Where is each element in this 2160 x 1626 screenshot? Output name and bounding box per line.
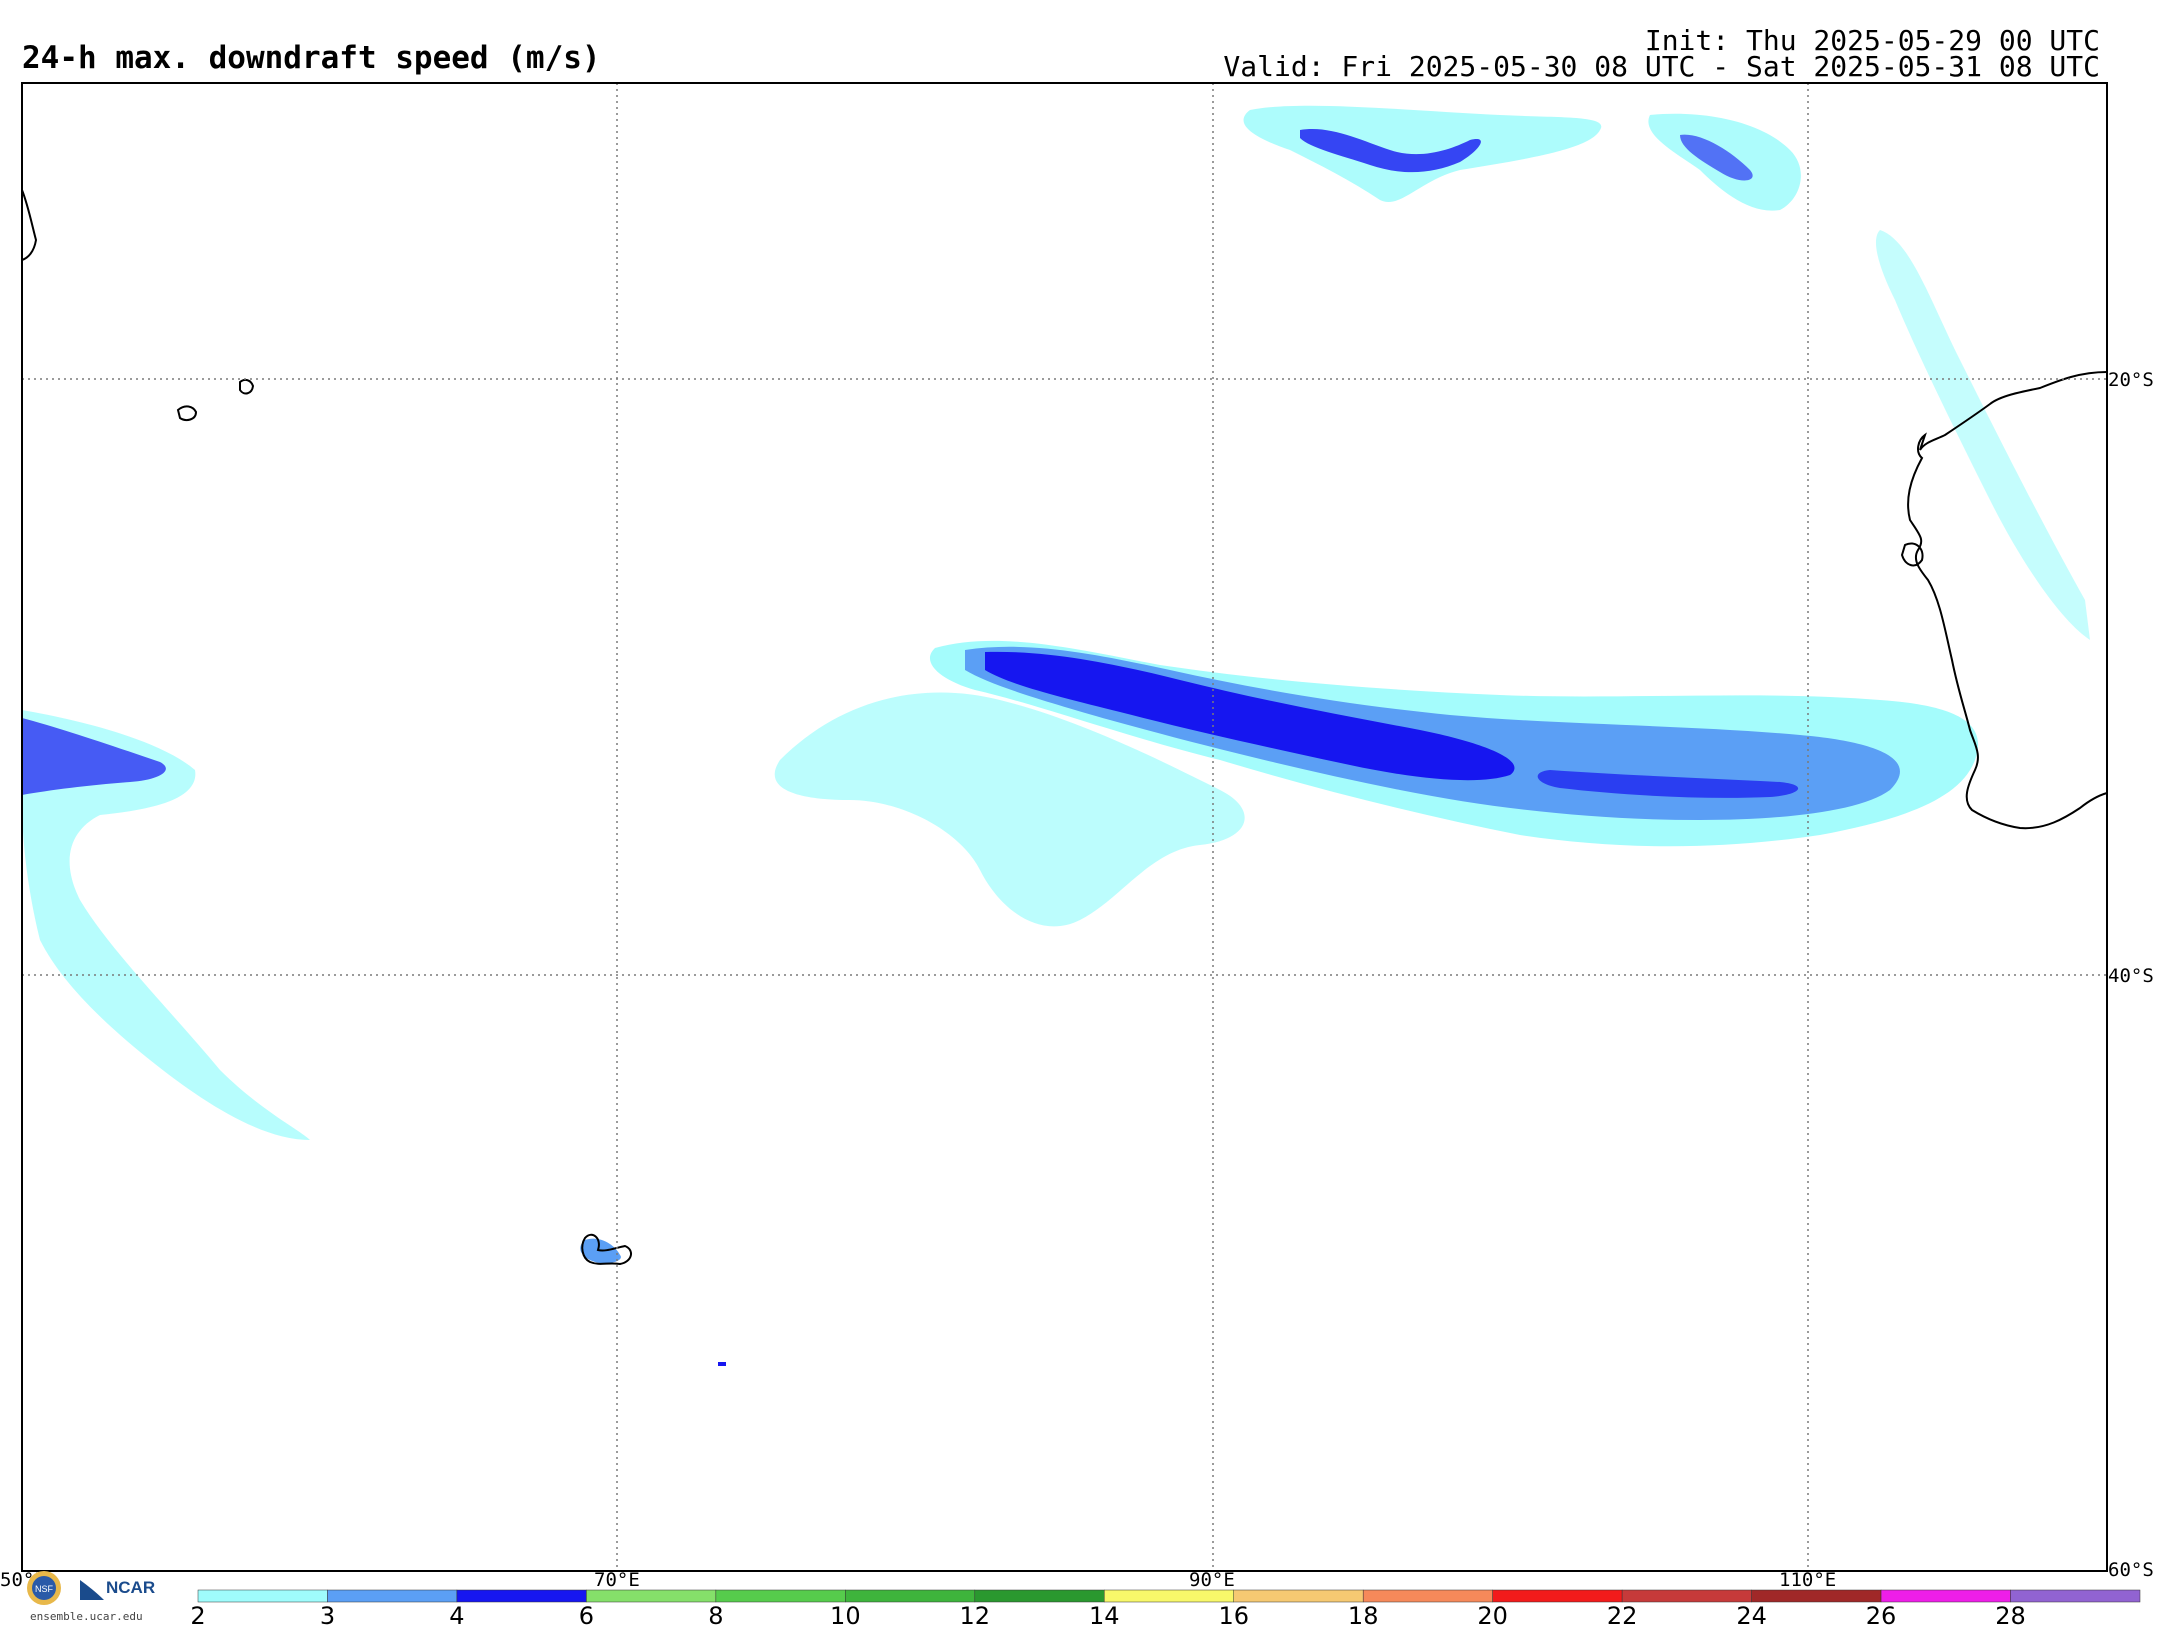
- colorbar-tick-label: 10: [830, 1602, 861, 1626]
- colorbar-swatch: [1622, 1590, 1751, 1602]
- colorbar-tick-label: 3: [320, 1602, 335, 1626]
- coast-madagascar: [22, 190, 36, 260]
- colorbar-tick-label: 12: [960, 1602, 991, 1626]
- colorbar-swatch: [845, 1590, 974, 1602]
- colorbar-tick-label: 8: [708, 1602, 723, 1626]
- logo-area: NSF NCAR ensemble.ucar.edu: [22, 1568, 172, 1626]
- lat-label-40s: 40°S: [2108, 965, 2154, 987]
- colorbar-tick-label: 16: [1218, 1602, 1249, 1626]
- colorbar-tick-label: 4: [449, 1602, 464, 1626]
- nsf-logo: NSF: [24, 1568, 84, 1608]
- colorbar-swatch: [1363, 1590, 1492, 1602]
- lat-label-20s: 20°S: [2108, 369, 2154, 391]
- colorbar-tick-label: 2: [190, 1602, 205, 1626]
- ncar-logo-text: NCAR: [106, 1578, 155, 1598]
- colorbar-swatch: [198, 1590, 327, 1602]
- lon-label-70e: 70°E: [594, 1569, 640, 1591]
- lat-label-60s: 60°S: [2108, 1559, 2154, 1581]
- colorbar-swatch: [1104, 1590, 1233, 1602]
- downdraft-field: [22, 106, 2090, 1366]
- coast-mauritius: [178, 406, 196, 420]
- convection-coast: [1876, 230, 2090, 640]
- colorbar-swatch: [457, 1590, 586, 1602]
- convection-north: [1244, 106, 1602, 202]
- coast-reunion: [240, 380, 253, 394]
- colorbar-tick-label: 28: [1995, 1602, 2026, 1626]
- colorbar-swatch: [1493, 1590, 1622, 1602]
- colorbar-swatch: [716, 1590, 845, 1602]
- colorbar-swatch: [586, 1590, 715, 1602]
- colorbar-tick-label: 20: [1477, 1602, 1508, 1626]
- colorbar-swatch: [1881, 1590, 2010, 1602]
- colorbar: 2 3 4 6 8 10 12 14 16 18 20 22 24 26 28: [190, 1590, 2140, 1626]
- colorbar-tick-label: 22: [1607, 1602, 1638, 1626]
- colorbar-tick-label: 24: [1736, 1602, 1767, 1626]
- colorbar-swatch: [1752, 1590, 1881, 1602]
- colorbar-swatch: [327, 1590, 456, 1602]
- colorbar-tick-label: 6: [579, 1602, 594, 1626]
- logo-url: ensemble.ucar.edu: [30, 1610, 143, 1623]
- colorbar-swatch: [975, 1590, 1104, 1602]
- colorbar-swatch: [1234, 1590, 1363, 1602]
- colorbar-tick-label: 26: [1866, 1602, 1897, 1626]
- colorbar-tick-label: 18: [1348, 1602, 1379, 1626]
- convection-isolated: [718, 1362, 726, 1366]
- lon-label-90e: 90°E: [1189, 1569, 1235, 1591]
- ncar-logo-icon: [78, 1578, 108, 1604]
- colorbar-swatch: [2011, 1590, 2140, 1602]
- lon-label-110e: 110°E: [1779, 1569, 1836, 1591]
- coast-australia-islands: [1902, 543, 1923, 565]
- nsf-logo-text: NSF: [35, 1584, 54, 1594]
- colorbar-tick-label: 14: [1089, 1602, 1120, 1626]
